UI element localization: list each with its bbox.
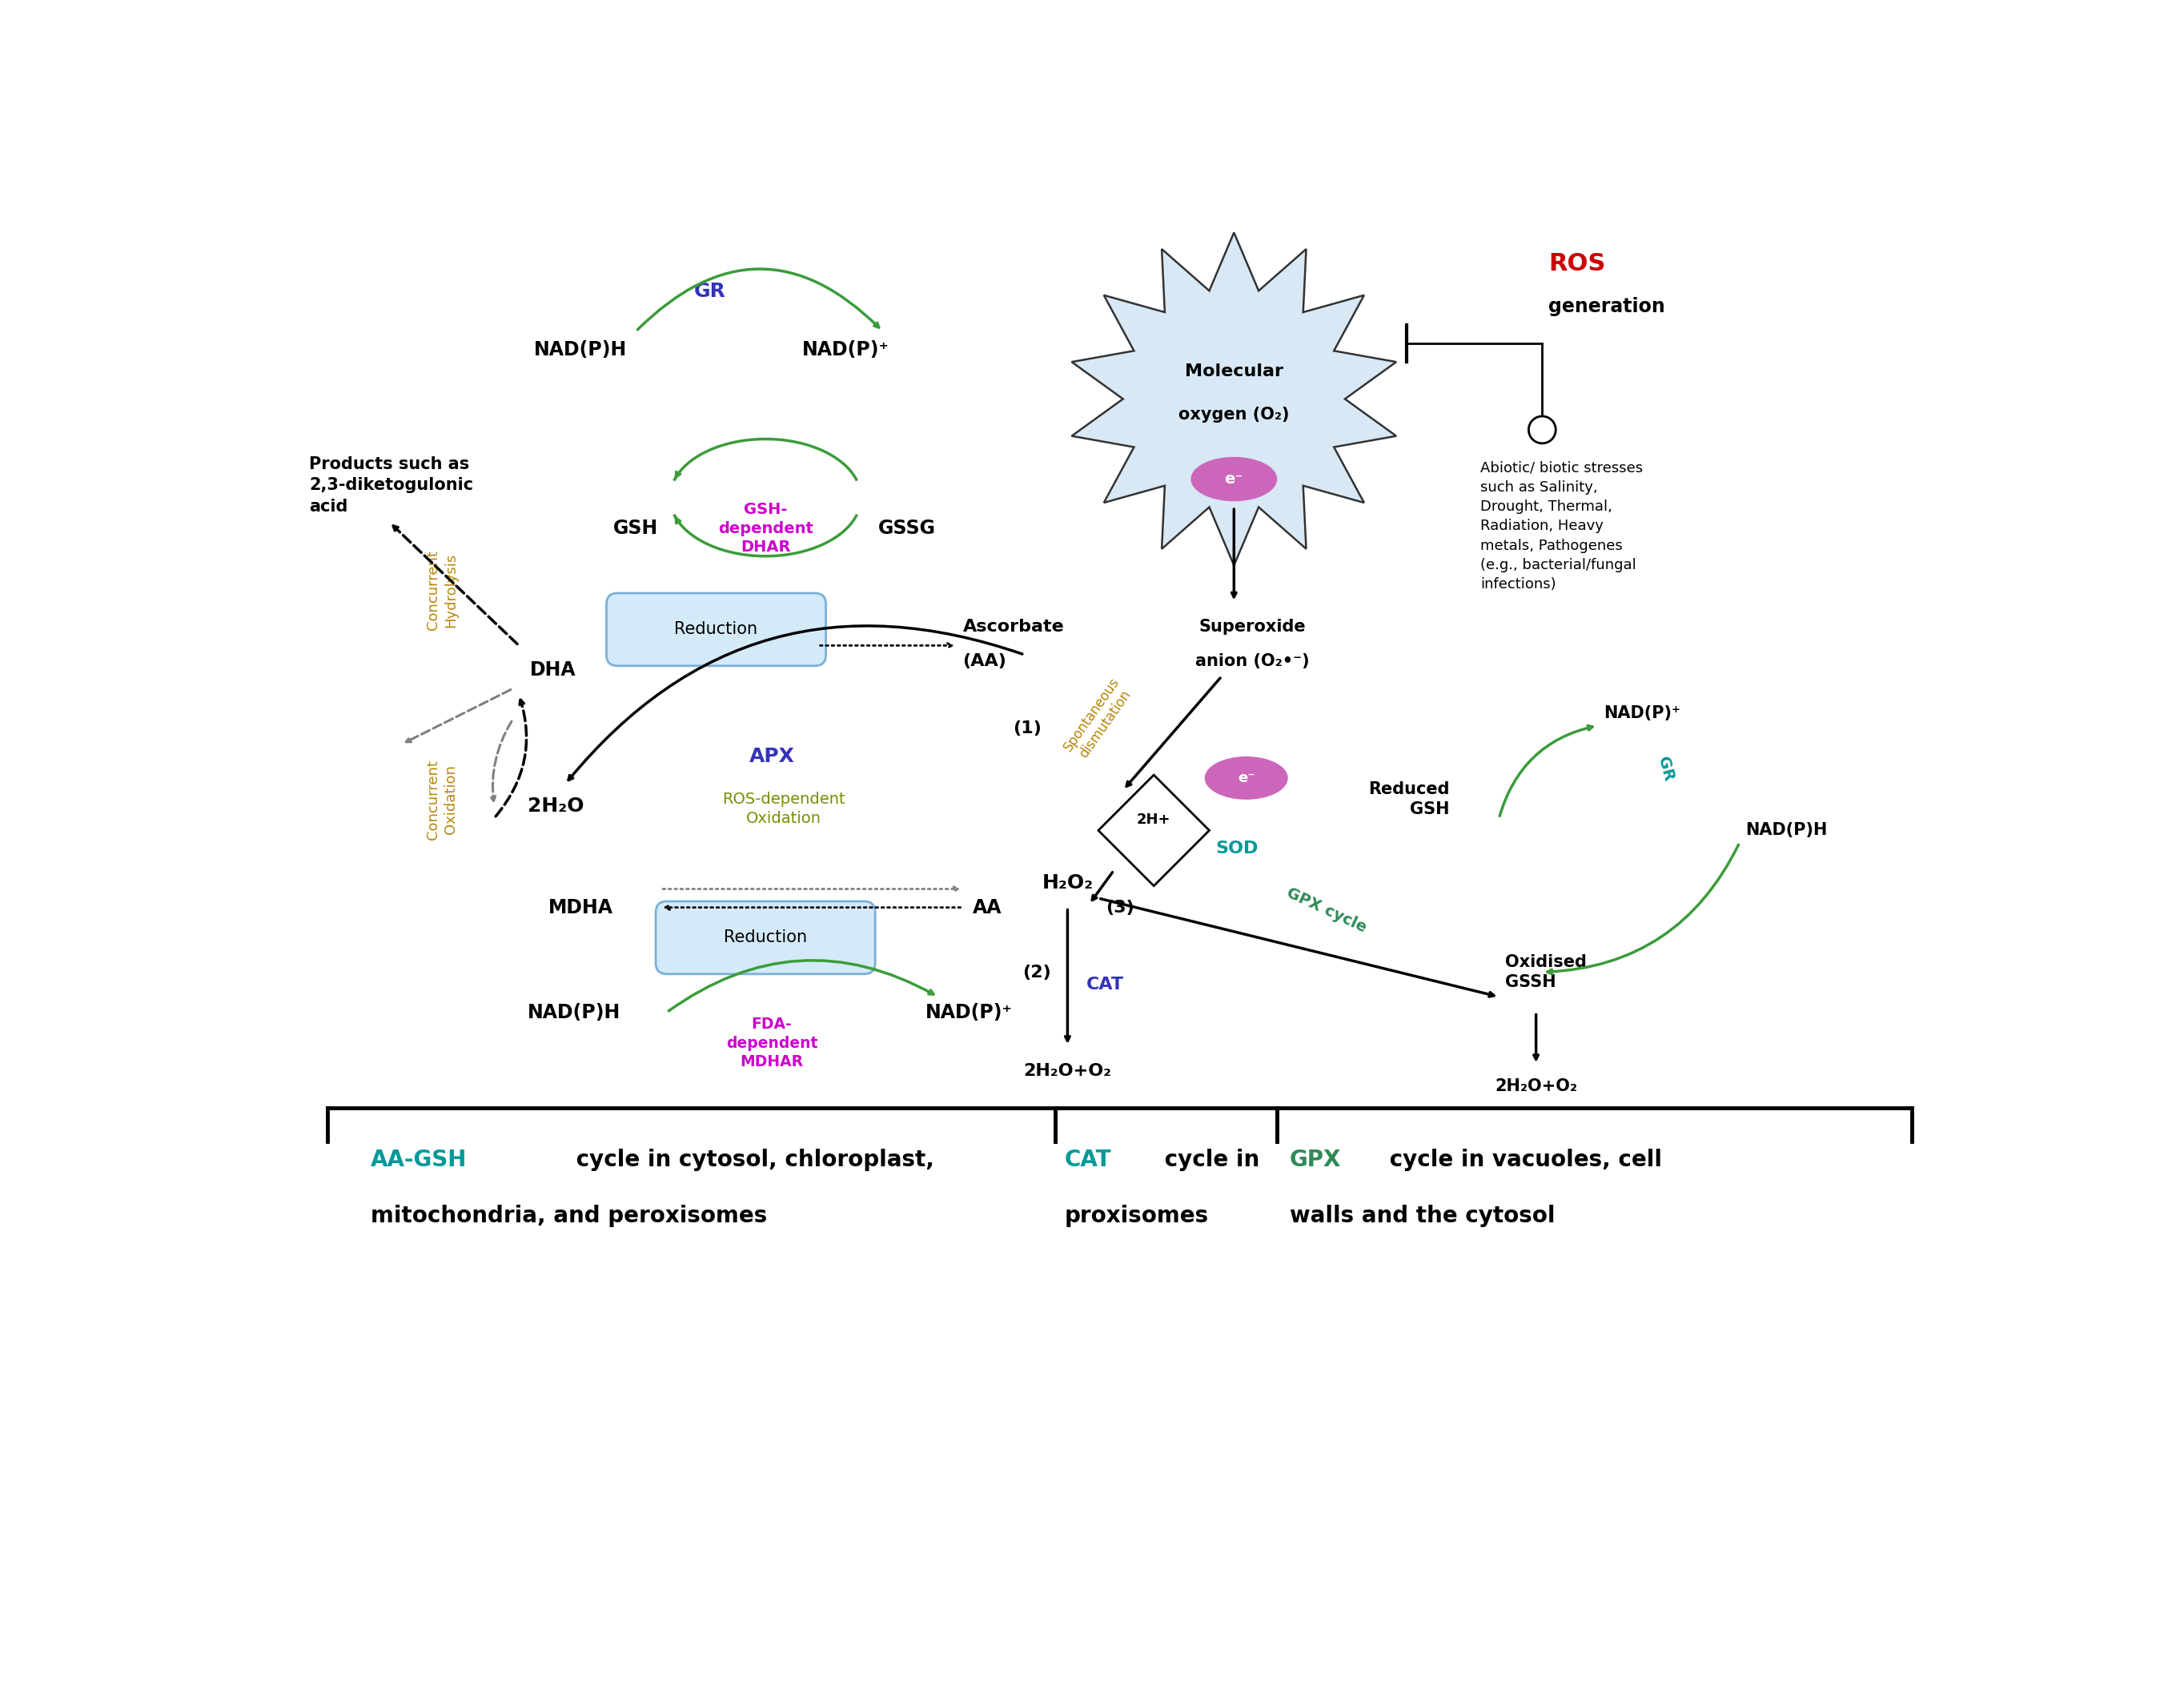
Text: Oxidised
GSSH: Oxidised GSSH [1505, 953, 1588, 990]
Text: SOD: SOD [1216, 840, 1258, 857]
Text: generation: generation [1548, 298, 1664, 316]
Text: Abiotic/ biotic stresses
such as Salinity,
Drought, Thermal,
Radiation, Heavy
me: Abiotic/ biotic stresses such as Salinit… [1481, 461, 1642, 592]
Polygon shape [1099, 775, 1210, 886]
Text: cycle in vacuoles, cell: cycle in vacuoles, cell [1382, 1150, 1662, 1172]
Text: Concurrent
Hydrolysis: Concurrent Hydrolysis [426, 550, 459, 630]
Text: GSSG: GSSG [878, 519, 937, 538]
Text: Superoxide: Superoxide [1199, 619, 1306, 635]
Text: CAT: CAT [1064, 1150, 1112, 1172]
Ellipse shape [1190, 457, 1278, 501]
Text: NAD(P)⁺: NAD(P)⁺ [802, 340, 889, 360]
Text: H₂O₂: H₂O₂ [1042, 872, 1094, 893]
Text: oxygen (O₂): oxygen (O₂) [1179, 407, 1289, 422]
Text: 2H₂O+O₂: 2H₂O+O₂ [1024, 1062, 1112, 1079]
Text: Reduced
GSH: Reduced GSH [1369, 782, 1450, 817]
Text: Reduction: Reduction [675, 622, 758, 637]
FancyBboxPatch shape [655, 901, 876, 973]
Text: cycle in cytosol, chloroplast,: cycle in cytosol, chloroplast, [568, 1150, 935, 1172]
Text: CAT: CAT [1085, 977, 1125, 992]
Text: NAD(P)⁺: NAD(P)⁺ [926, 1002, 1013, 1022]
Text: proxisomes: proxisomes [1064, 1204, 1208, 1227]
Text: AA: AA [972, 898, 1002, 918]
Text: Spontaneous
dismutation: Spontaneous dismutation [1061, 676, 1136, 763]
Text: NAD(P)H: NAD(P)H [529, 1002, 620, 1022]
Text: anion (O₂•⁻): anion (O₂•⁻) [1195, 652, 1310, 669]
Text: cycle in: cycle in [1158, 1150, 1260, 1172]
Text: Products such as
2,3-diketogulonic
acid: Products such as 2,3-diketogulonic acid [310, 456, 474, 514]
Text: NAD(P)H: NAD(P)H [533, 340, 627, 360]
Text: (1): (1) [1013, 721, 1042, 736]
Text: (AA): (AA) [963, 652, 1007, 669]
Text: e⁻: e⁻ [1238, 772, 1256, 785]
FancyBboxPatch shape [607, 593, 826, 666]
Text: Concurrent
Oxidation: Concurrent Oxidation [426, 760, 459, 839]
Text: Reduction: Reduction [723, 930, 808, 946]
Text: GR: GR [695, 281, 725, 301]
Polygon shape [1072, 232, 1396, 565]
Text: 2H+: 2H+ [1138, 812, 1171, 827]
Text: NAD(P)⁺: NAD(P)⁺ [1603, 706, 1682, 721]
Text: 2H₂O: 2H₂O [529, 797, 583, 815]
Text: AA-GSH: AA-GSH [371, 1150, 467, 1172]
Text: walls and the cytosol: walls and the cytosol [1289, 1204, 1555, 1227]
Text: DHA: DHA [531, 661, 577, 679]
Text: (3): (3) [1105, 899, 1133, 916]
Text: GSH-
dependent
DHAR: GSH- dependent DHAR [719, 503, 812, 555]
Text: Ascorbate: Ascorbate [963, 619, 1064, 635]
Text: NAD(P)H: NAD(P)H [1745, 822, 1828, 839]
Circle shape [1529, 417, 1555, 444]
Text: APX: APX [749, 746, 795, 767]
Text: FDA-
dependent
MDHAR: FDA- dependent MDHAR [725, 1017, 817, 1069]
Text: GR: GR [1655, 755, 1675, 783]
Text: ROS: ROS [1548, 252, 1605, 276]
Text: ROS-dependent
Oxidation: ROS-dependent Oxidation [723, 792, 845, 825]
Text: mitochondria, and peroxisomes: mitochondria, and peroxisomes [371, 1204, 767, 1227]
Text: GPX cycle: GPX cycle [1284, 886, 1369, 936]
Text: (2): (2) [1022, 965, 1051, 980]
Ellipse shape [1206, 756, 1289, 800]
Text: 2H₂O+O₂: 2H₂O+O₂ [1494, 1078, 1577, 1094]
Text: GPX: GPX [1289, 1150, 1341, 1172]
Text: GSH: GSH [614, 519, 660, 538]
Text: e⁻: e⁻ [1225, 471, 1243, 487]
Text: MDHA: MDHA [548, 898, 614, 918]
Text: Molecular: Molecular [1184, 363, 1284, 380]
